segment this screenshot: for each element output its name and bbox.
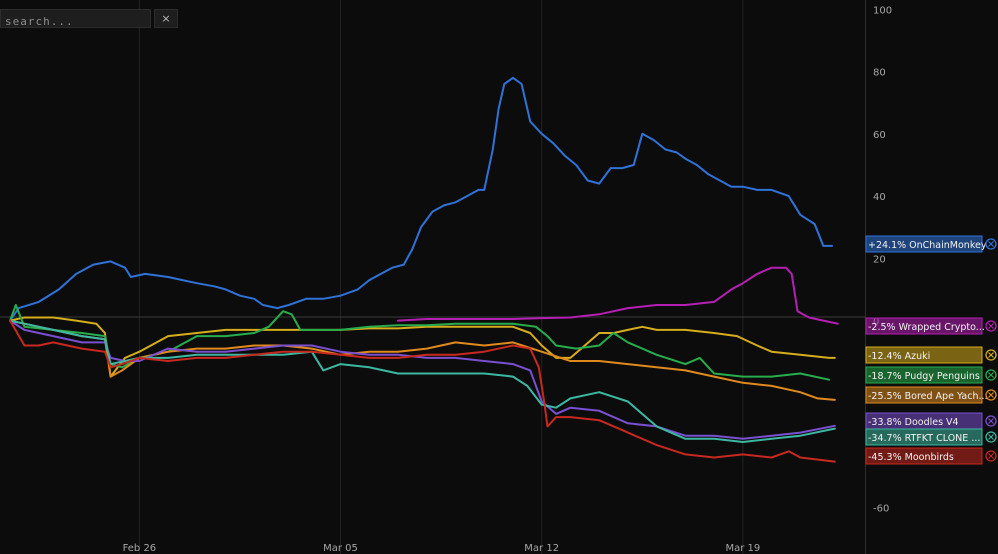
remove-series-icon[interactable] — [985, 320, 997, 332]
remove-series-icon-cross — [988, 323, 994, 329]
legend-label: -25.5% Bored Ape Yach... — [868, 391, 988, 402]
legend-tag — [865, 235, 983, 253]
series-line — [9, 316, 836, 378]
remove-series-icon-cross — [988, 392, 994, 398]
remove-series-icon-cross — [988, 352, 994, 358]
series-line — [9, 76, 833, 322]
y-tick-label: 40 — [873, 192, 886, 203]
remove-series-icon[interactable] — [985, 349, 997, 361]
y-tick-label: 100 — [873, 5, 892, 16]
y-tick-label: 80 — [873, 68, 886, 79]
remove-series-icon-cross — [988, 418, 994, 424]
y-tick-label: -60 — [873, 503, 889, 514]
legend-label: -45.3% Moonbirds — [868, 452, 954, 463]
x-tick-label: Mar 05 — [323, 543, 358, 554]
x-tick-label: Mar 12 — [524, 543, 559, 554]
series-line — [9, 319, 836, 463]
remove-series-icon[interactable] — [985, 389, 997, 401]
remove-series-icon-cross — [988, 241, 994, 247]
legend-tag — [865, 366, 983, 384]
clear-search-button[interactable]: × — [154, 9, 178, 28]
legend-item[interactable]: -34.7% RTFKT CLONE ... — [865, 428, 997, 446]
series-line — [9, 319, 836, 401]
search-field[interactable] — [0, 9, 151, 30]
legend-label: -12.4% Azuki — [868, 351, 930, 362]
legend-tag — [865, 346, 983, 364]
y-axis-ticks: 100806040200-60 — [865, 0, 892, 554]
chart-grid — [138, 0, 744, 554]
remove-series-icon[interactable] — [985, 369, 997, 381]
legend-label: -33.8% Doodles V4 — [868, 417, 959, 428]
legend-label: +24.1% OnChainMonkey — [868, 240, 987, 251]
legend-item[interactable]: -33.8% Doodles V4 — [865, 412, 997, 430]
y-tick-label: 60 — [873, 130, 886, 141]
legend-item[interactable]: -12.4% Azuki — [865, 346, 997, 364]
series-line — [9, 304, 831, 381]
legend-label: -34.7% RTFKT CLONE ... — [868, 433, 980, 444]
legend-tag — [865, 386, 983, 404]
legend-label: -2.5% Wrapped Crypto... — [868, 322, 985, 333]
y-tick-label: 20 — [873, 254, 886, 265]
legend-item[interactable]: -18.7% Pudgy Penguins — [865, 366, 997, 384]
legend-tag — [865, 317, 983, 335]
remove-series-icon-cross — [988, 372, 994, 378]
x-tick-label: Feb 26 — [123, 543, 157, 554]
legend-item[interactable]: -45.3% Moonbirds — [865, 447, 997, 465]
series-line — [9, 319, 836, 443]
series-legend: +24.1% OnChainMonkey -2.5% Wrapped Crypto… — [865, 235, 997, 465]
search-input[interactable] — [1, 13, 150, 30]
remove-series-icon[interactable] — [985, 431, 997, 443]
legend-tag — [865, 428, 983, 446]
legend-item[interactable]: -25.5% Bored Ape Yach... — [865, 386, 997, 404]
series-line — [397, 266, 839, 325]
remove-series-icon-cross — [988, 453, 994, 459]
legend-label: -18.7% Pudgy Penguins — [868, 371, 980, 382]
series-line — [9, 319, 836, 440]
remove-series-icon-cross — [988, 434, 994, 440]
remove-series-icon[interactable] — [985, 238, 997, 250]
remove-series-icon[interactable] — [985, 450, 997, 462]
x-axis-ticks: Feb 26 Mar 05 Mar 12 Mar 19 — [123, 543, 761, 554]
legend-item[interactable]: -2.5% Wrapped Crypto... — [865, 317, 997, 335]
legend-item[interactable]: +24.1% OnChainMonkey — [865, 235, 997, 253]
x-tick-label: Mar 19 — [725, 543, 760, 554]
remove-series-icon[interactable] — [985, 415, 997, 427]
series-lines — [9, 76, 839, 463]
legend-tag — [865, 447, 983, 465]
